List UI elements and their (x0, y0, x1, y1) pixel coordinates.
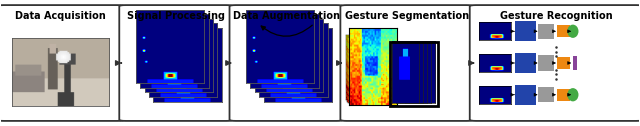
Text: Data Acquisition: Data Acquisition (15, 11, 106, 21)
FancyBboxPatch shape (230, 5, 343, 121)
Bar (515, 53, 536, 73)
Text: Signal Processing: Signal Processing (127, 11, 225, 21)
Bar (557, 25, 570, 37)
Bar (557, 89, 570, 101)
Text: Gesture Recognition: Gesture Recognition (500, 11, 612, 21)
Bar (538, 24, 554, 39)
Bar (557, 57, 570, 69)
Text: Data Augmentation: Data Augmentation (233, 11, 340, 21)
Text: Gesture Segmentation: Gesture Segmentation (344, 11, 468, 21)
Bar (515, 85, 536, 105)
FancyBboxPatch shape (340, 5, 473, 121)
FancyBboxPatch shape (470, 5, 640, 121)
Bar (390, 42, 438, 106)
FancyBboxPatch shape (119, 5, 233, 121)
Bar (538, 87, 554, 102)
Ellipse shape (567, 25, 579, 38)
Ellipse shape (567, 88, 579, 101)
Bar (515, 21, 536, 41)
Bar (573, 56, 577, 70)
FancyBboxPatch shape (0, 5, 124, 121)
Bar (538, 55, 554, 71)
